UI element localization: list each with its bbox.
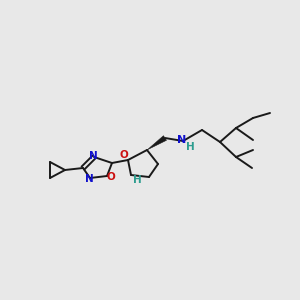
Text: H: H	[133, 175, 141, 185]
Text: N: N	[88, 151, 98, 161]
Text: N: N	[177, 135, 187, 145]
Text: O: O	[120, 150, 128, 160]
Polygon shape	[147, 136, 167, 150]
Text: N: N	[85, 174, 93, 184]
Text: H: H	[186, 142, 194, 152]
Text: O: O	[106, 172, 116, 182]
